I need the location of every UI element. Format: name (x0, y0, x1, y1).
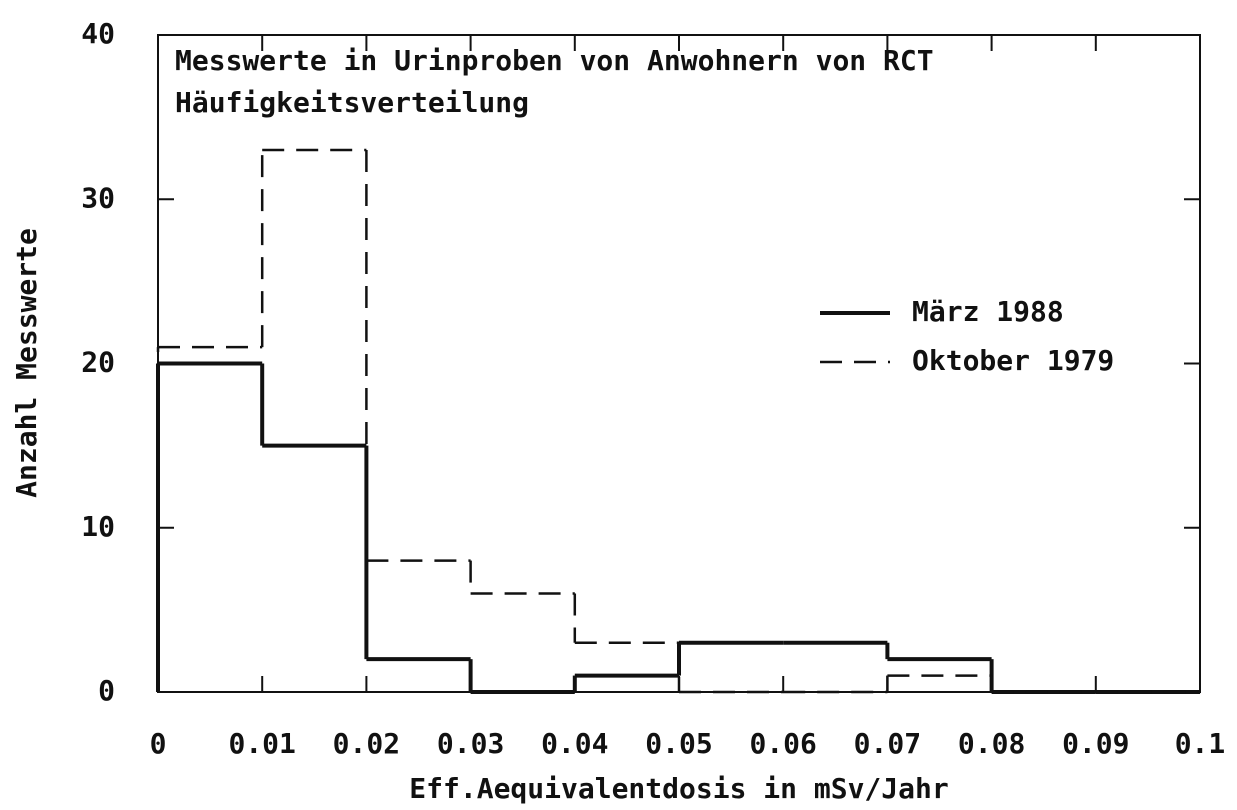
y-tick-label: 30 (81, 181, 115, 214)
x-axis-label: Eff.Aequivalentdosis in mSv/Jahr (409, 772, 948, 805)
legend-label: Oktober 1979 (912, 344, 1114, 377)
y-tick-label: 10 (81, 510, 115, 543)
x-tick-label: 0 (150, 727, 167, 760)
y-tick-label: 0 (98, 674, 115, 707)
y-tick-label: 20 (81, 346, 115, 379)
x-tick-label: 0.08 (958, 727, 1025, 760)
y-axis-label: Anzahl Messwerte (10, 228, 43, 498)
x-tick-label: 0.03 (437, 727, 504, 760)
x-tick-label: 0.06 (749, 727, 816, 760)
chart-title: Messwerte in Urinproben von Anwohnern vo… (175, 44, 934, 77)
x-tick-label: 0.05 (645, 727, 712, 760)
x-tick-label: 0.07 (854, 727, 921, 760)
x-tick-label: 0.1 (1175, 727, 1226, 760)
x-tick-label: 0.01 (228, 727, 295, 760)
y-tick-label: 40 (81, 17, 115, 50)
x-tick-label: 0.09 (1062, 727, 1129, 760)
x-tick-label: 0.02 (333, 727, 400, 760)
chart-subtitle: Häufigkeitsverteilung (175, 86, 529, 119)
x-tick-label: 0.04 (541, 727, 608, 760)
legend-label: März 1988 (912, 295, 1064, 328)
